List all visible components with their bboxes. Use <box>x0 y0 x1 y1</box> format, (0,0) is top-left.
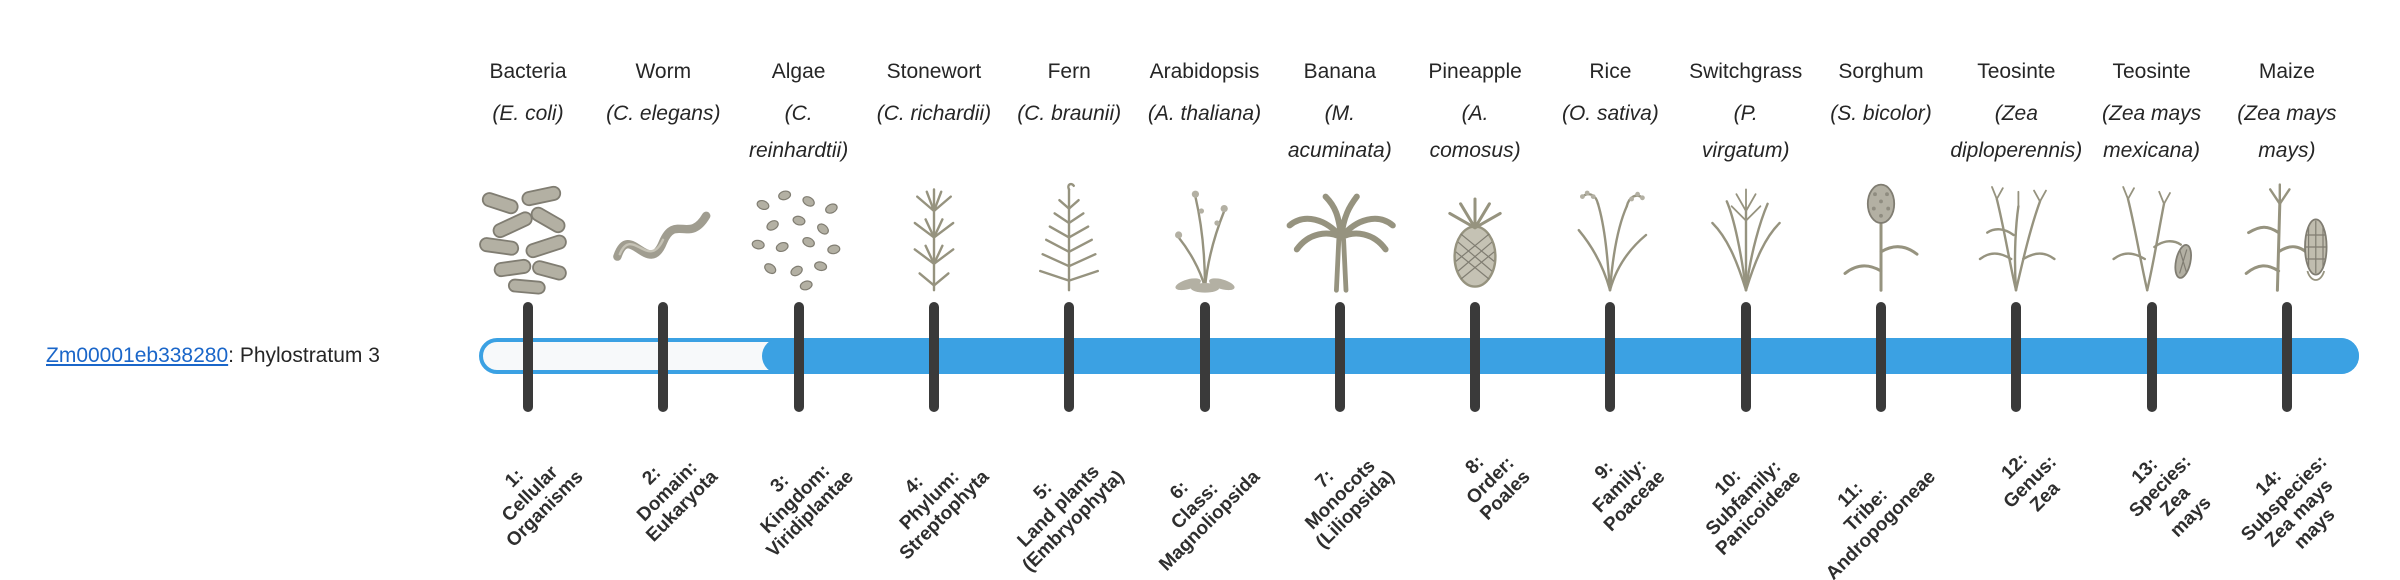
pineapple-icon <box>1415 172 1535 298</box>
phylostratum-label: 1: Cellular Organisms <box>497 461 588 552</box>
rice-icon <box>1550 172 1670 298</box>
worm-icon <box>603 172 723 298</box>
phylostratum-tick <box>793 302 804 412</box>
banana-icon <box>1280 172 1400 298</box>
phylostratum-label: 9: Family: Poaceae <box>1588 455 1670 537</box>
gene-id-link[interactable]: Zm00001eb338280 <box>46 344 229 367</box>
phylostratum-label: 3: Kingdom: Viridiplantae <box>756 460 859 562</box>
taxon-common-name: Fern <box>1047 60 1091 83</box>
taxon-column: Maize (Zea mays mays) 14: Subspecies: Ze… <box>2222 0 2352 580</box>
sorghum-icon <box>1821 172 1941 298</box>
taxon-common-name: Banana <box>1303 60 1376 83</box>
taxon-column: Rice (O. sativa) 9: Family: Poaceae <box>1545 0 1675 580</box>
phylostratum-tick <box>1605 302 1616 412</box>
taxon-common-name: Maize <box>2258 60 2315 83</box>
taxon-scientific-name: (Zea diploperennis) <box>1950 102 2083 162</box>
phylostratum-tick <box>928 302 939 412</box>
taxon-common-name: Worm <box>635 60 692 83</box>
gene-label: Zm00001eb338280: Phylostratum 3 <box>46 344 380 368</box>
taxon-scientific-name: (C. reinhardtii) <box>748 102 849 162</box>
teosinte1-icon <box>1956 172 2076 298</box>
taxon-scientific-name: (C. richardii) <box>876 102 992 125</box>
switchgrass-icon <box>1686 172 1806 298</box>
taxon-column: Teosinte (Zea diploperennis) 12: Genus: … <box>1950 0 2082 580</box>
taxon-scientific-name: (C. braunii) <box>1017 102 1122 125</box>
stonewort-icon <box>874 172 994 298</box>
taxon-column: Algae (C. reinhardtii) 3: Kingdom: Virid… <box>734 0 864 580</box>
maize-icon <box>2227 172 2347 298</box>
phylostratum-tick <box>658 302 669 412</box>
bacteria-icon <box>468 172 588 298</box>
taxon-scientific-name: (S. bicolor) <box>1830 102 1932 125</box>
phylostratum-tick <box>1470 302 1481 412</box>
phylostratum-tick <box>1876 302 1886 412</box>
phylostratum-label: 4: Phylum: Streptophyta <box>895 466 994 565</box>
taxon-scientific-name: (O. sativa) <box>1561 102 1659 125</box>
taxon-column: Arabidopsis (A. thaliana) 6: Class: Magn… <box>1140 0 1270 580</box>
taxon-scientific-name: (E. coli) <box>492 102 564 125</box>
taxon-scientific-name: (A. comosus) <box>1429 102 1521 162</box>
phylostratum-label: 12: Genus: Zea <box>1997 449 2065 517</box>
phylostratum-label: 14: Subspecies: Zea mays mays <box>2237 451 2340 554</box>
algae-icon <box>739 172 859 298</box>
taxon-column: Banana (M. acuminata) 7: Monocots (Lilio… <box>1275 0 1405 580</box>
taxon-scientific-name: (Zea mays mays) <box>2237 102 2337 162</box>
taxon-common-name: Switchgrass <box>1689 60 1803 83</box>
taxon-common-name: Teosinte <box>1977 60 2056 83</box>
taxon-column: Switchgrass (P. virgatum) 10: Subfamily:… <box>1681 0 1811 580</box>
phylostratum-label: 2: Domain: Eukaryota <box>633 456 723 547</box>
phylostratum-label: 11: Tribe: Andropogoneae <box>1822 466 1941 580</box>
taxon-common-name: Sorghum <box>1838 60 1924 83</box>
taxon-scientific-name: (P. virgatum) <box>1701 102 1790 162</box>
timeline-bar-fill <box>762 338 2359 374</box>
phylostratum-tick <box>523 302 533 412</box>
phylostratum-tick <box>1334 302 1345 412</box>
fern-icon <box>1009 172 1129 298</box>
phylostratum-label: 6: Class: Magnoliopsida <box>1155 466 1264 576</box>
gene-phylostratum-text: : Phylostratum 3 <box>228 344 380 367</box>
taxon-common-name: Arabidopsis <box>1149 60 1260 83</box>
phylostratum-label: 13: Species: Zea mays <box>2125 451 2216 542</box>
taxon-common-name: Pineapple <box>1428 60 1522 83</box>
taxon-column: Teosinte (Zea mays mexicana) 13: Species… <box>2087 0 2217 580</box>
taxon-column: Sorghum (S. bicolor) 11: Tribe: Andropog… <box>1816 0 1946 580</box>
phylostratum-tick <box>1199 302 1210 412</box>
taxon-scientific-name: (C. elegans) <box>606 102 721 125</box>
taxon-column: Worm (C. elegans) 2: Domain: Eukaryota <box>598 0 728 580</box>
taxon-scientific-name: (Zea mays mexicana) <box>2102 102 2202 162</box>
taxon-common-name: Teosinte <box>2112 60 2191 83</box>
arabidopsis-icon <box>1145 172 1265 298</box>
taxon-scientific-name: (A. thaliana) <box>1147 102 1262 125</box>
taxon-common-name: Bacteria <box>489 60 567 83</box>
taxon-column: Pineapple (A. comosus) 8: Order: Poales <box>1410 0 1540 580</box>
phylostratum-tick <box>2011 302 2022 412</box>
taxon-common-name: Stonewort <box>886 60 982 83</box>
taxon-common-name: Rice <box>1589 60 1632 83</box>
phylostratum-tick <box>1064 302 1075 412</box>
phylostratum-label: 7: Monocots (Liliopsida) <box>1301 455 1400 554</box>
taxon-scientific-name: (M. acuminata) <box>1287 102 1392 162</box>
phylostratum-label: 8: Order: Poales <box>1461 451 1535 525</box>
taxon-column: Stonewort (C. richardii) 4: Phylum: Stre… <box>869 0 999 580</box>
taxon-column: Bacteria (E. coli) 1: Cellular Organisms <box>463 0 593 580</box>
phylostratum-tick <box>2281 302 2292 412</box>
taxon-column: Fern (C. braunii) 5: Land plants (Embryo… <box>1004 0 1134 580</box>
teosinte2-icon <box>2092 172 2212 298</box>
phylostratum-tick <box>1740 302 1751 412</box>
phylostratum-tick <box>2146 302 2157 412</box>
taxon-common-name: Algae <box>771 60 826 83</box>
phylostratum-label: 10: Subfamily: Panicoideae <box>1701 456 1806 560</box>
phylostratum-label: 5: Land plants (Embryophyta) <box>1013 461 1129 577</box>
